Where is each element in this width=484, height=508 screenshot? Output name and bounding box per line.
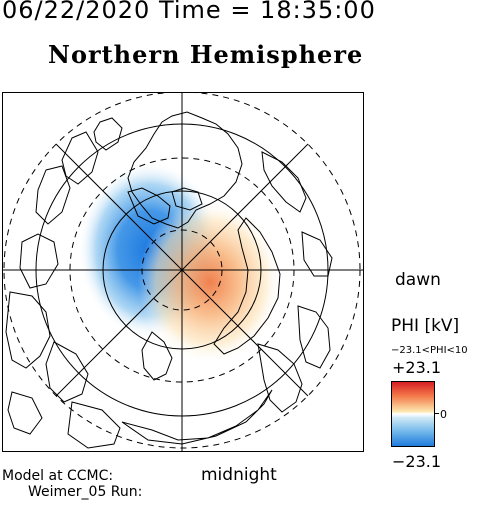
polar-map — [2, 92, 364, 452]
colorbar-max-label: +23.1 — [392, 358, 442, 377]
midnight-label: midnight — [201, 465, 277, 485]
map-frame — [2, 92, 364, 452]
colorbar-title: PHI [kV] — [391, 316, 460, 336]
hemisphere-title: Northern Hemisphere — [48, 40, 364, 69]
colorbar-zero-tick — [435, 413, 439, 414]
colorbar-zero-label: 0 — [440, 408, 447, 421]
date-time-header: 06/22/2020 Time = 18:35:00 — [2, 0, 376, 24]
colorbar — [391, 381, 435, 447]
colorbar-min-label: −23.1 — [392, 452, 442, 471]
dawn-label: dawn — [395, 270, 441, 290]
coastlines — [5, 111, 333, 449]
meridian-lines — [2, 92, 364, 452]
model-label: Model at CCMC: — [2, 468, 114, 484]
positive-potential-cell — [138, 200, 282, 364]
run-label: Weimer_05 Run: — [28, 484, 143, 500]
colorbar-range: −23.1<PHI<10 — [391, 345, 468, 356]
